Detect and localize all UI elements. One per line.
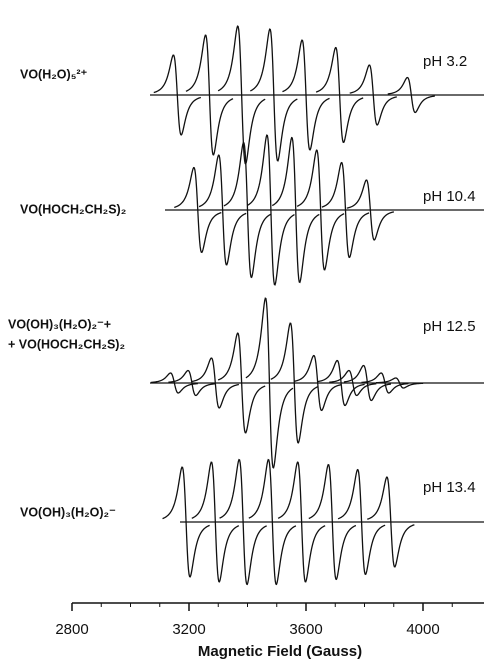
ph-label: pH 13.4 xyxy=(423,479,476,496)
epr-line xyxy=(150,372,198,394)
epr-line xyxy=(168,369,216,397)
epr-line xyxy=(153,54,202,136)
epr-line xyxy=(387,76,435,114)
epr-line xyxy=(367,476,415,568)
x-tick-label: 3600 xyxy=(289,621,322,638)
epr-line xyxy=(337,468,386,576)
epr-line xyxy=(191,357,239,409)
species-label: VO(OH)₃(H₂O)₂⁻ xyxy=(20,505,116,519)
epr-line xyxy=(248,458,297,586)
epr-line xyxy=(296,149,345,271)
species-label: VO(HOCH₂CH₂S)₂ xyxy=(20,202,126,216)
epr-line xyxy=(185,34,234,156)
ph-label: pH 10.4 xyxy=(423,188,476,205)
epr-line xyxy=(270,322,319,444)
epr-line xyxy=(271,136,320,284)
epr-line xyxy=(321,161,370,259)
epr-line xyxy=(245,297,294,469)
epr-line xyxy=(376,377,424,389)
epr-line xyxy=(294,354,342,412)
x-tick-label: 4000 xyxy=(406,621,439,638)
epr-line xyxy=(315,46,364,144)
epr-line xyxy=(277,461,326,583)
epr-line xyxy=(317,359,365,407)
x-tick-label: 2800 xyxy=(55,621,88,638)
epr-line xyxy=(162,466,210,578)
species-label: VO(H₂O)₅²⁺ xyxy=(20,67,88,81)
epr-line xyxy=(217,332,266,434)
epr-line xyxy=(349,64,397,126)
ph-label: pH 12.5 xyxy=(423,318,476,335)
epr-line xyxy=(343,364,392,402)
species-label: + VO(HOCH₂CH₂S)₂ xyxy=(8,337,125,351)
epr-line xyxy=(282,39,330,151)
epr-line xyxy=(346,179,395,241)
epr-line xyxy=(249,28,298,162)
epr-line xyxy=(198,154,247,266)
epr-line xyxy=(329,369,377,397)
x-tick-label: 3200 xyxy=(172,621,205,638)
ph-label: pH 3.2 xyxy=(423,53,467,70)
epr-line xyxy=(223,141,272,279)
species-label: VO(OH)₃(H₂O)₂⁻+ xyxy=(8,317,111,331)
epr-line xyxy=(219,458,267,586)
epr-line xyxy=(308,463,357,581)
epr-line xyxy=(247,134,295,286)
epr-line xyxy=(191,461,240,583)
epr-line xyxy=(217,25,266,165)
epr-line xyxy=(174,166,222,254)
x-axis-title: Magnetic Field (Gauss) xyxy=(198,643,362,660)
